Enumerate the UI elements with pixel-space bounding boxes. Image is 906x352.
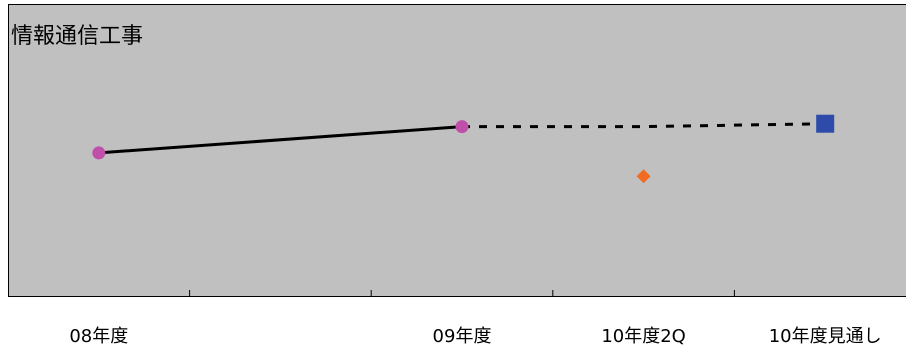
data-point — [92, 146, 106, 160]
x-axis-labels: 08年度 09年度 10年度2Q 10年度見通し — [69, 326, 881, 347]
x-tick-label: 10年度2Q — [601, 326, 686, 347]
series-markers — [92, 114, 835, 184]
x-tick-label: 09年度 — [433, 326, 492, 347]
x-axis-ticks — [189, 290, 735, 296]
data-point-square — [816, 114, 835, 133]
chart-title: 情報通信工事 — [11, 24, 143, 49]
x-tick-label: 08年度 — [69, 326, 128, 347]
series-lines — [98, 122, 826, 155]
data-point-diamond — [636, 169, 651, 184]
x-tick-label: 10年度見通し — [769, 326, 882, 347]
data-point — [455, 120, 469, 134]
actual-line — [98, 125, 463, 155]
